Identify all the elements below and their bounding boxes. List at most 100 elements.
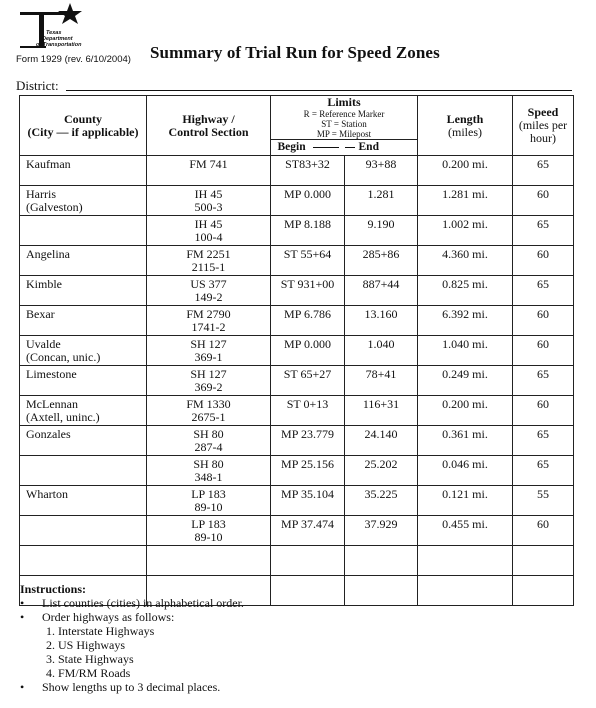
table-row: Bexar FM 2790 1741-2 MP 6.786 13.160 6.392 mi… — [19, 305, 575, 336]
highway-text: FM 2790 — [186, 307, 231, 321]
table-row: SH 80 348-1 MP 25.156 25.202 0.046 mi. 65 — [19, 455, 575, 486]
end-cell: 1.281 — [343, 185, 419, 216]
length-header-label: Length — [446, 111, 484, 126]
end-text: 24.140 — [364, 427, 398, 441]
county-header-sub: (City — if applicable) — [27, 124, 139, 139]
highway-text: SH 80 — [193, 457, 224, 471]
end-text: 9.190 — [367, 217, 395, 231]
begin-text: MP 35.104 — [281, 487, 334, 501]
begin-cell: MP 35.104 — [270, 485, 345, 516]
county-cell: Wharton — [19, 485, 147, 516]
highway-text: LP 183 — [191, 487, 226, 501]
logo-text-line: Department — [42, 36, 73, 42]
end-cell: 35.225 — [343, 485, 419, 516]
empty-cell[interactable] — [270, 575, 345, 606]
end-cell: 285+86 — [343, 245, 419, 276]
limits-header-label: Limits — [327, 95, 361, 109]
length-cell: 0.361 mi. — [417, 425, 514, 456]
speed-cell: 60 — [512, 395, 575, 426]
highway-text: 149-2 — [194, 290, 223, 304]
begin-text: MP 0.000 — [284, 187, 331, 201]
speed-text: 60 — [537, 337, 550, 351]
begin-text: MP 25.156 — [281, 457, 334, 471]
highway-text: 348-1 — [194, 470, 223, 484]
end-header-label: End — [358, 141, 379, 153]
speed-cell: 60 — [512, 515, 575, 546]
county-header-label: County — [63, 111, 102, 126]
highway-cell: IH 45 500-3 — [146, 185, 271, 216]
begin-cell: MP 37.474 — [270, 515, 345, 546]
begin-text: ST 931+00 — [280, 277, 335, 291]
county-cell: Kaufman — [19, 155, 147, 186]
speed-text: 65 — [537, 277, 550, 291]
speed-cell: 65 — [512, 275, 575, 306]
highway-text: 287-4 — [194, 440, 223, 454]
length-text: 4.360 mi. — [442, 247, 488, 261]
begin-cell: MP 25.156 — [270, 455, 345, 486]
logo-text-line: of Transportation — [36, 42, 82, 48]
speed-cell: 65 — [512, 215, 575, 246]
highway-header-sub: Control Section — [168, 124, 249, 139]
empty-cell[interactable] — [417, 575, 514, 606]
begin-text: MP 0.000 — [284, 337, 331, 351]
highway-cell: FM 2790 1741-2 — [146, 305, 271, 336]
empty-cell[interactable] — [417, 545, 514, 576]
speed-header: Speed (miles per hour) — [512, 95, 575, 156]
length-header-sub: (miles) — [448, 124, 483, 139]
county-cell: Limestone — [19, 365, 147, 396]
length-cell: 0.121 mi. — [417, 485, 514, 516]
county-cell: Gonzales — [19, 425, 147, 456]
empty-cell[interactable] — [343, 545, 419, 576]
speed-cell: 60 — [512, 245, 575, 276]
speed-cell: 65 — [512, 365, 575, 396]
speed-header-label: Speed — [527, 105, 559, 119]
county-cell: McLennan (Axtell, uninc.) — [19, 395, 147, 426]
highway-text: 369-1 — [194, 350, 223, 364]
empty-cell[interactable] — [512, 575, 575, 606]
begin-cell: ST 65+27 — [270, 365, 345, 396]
end-text: 78+41 — [365, 367, 397, 381]
end-cell: 1.040 — [343, 335, 419, 366]
speed-cell: 65 — [512, 425, 575, 456]
end-text: 35.225 — [364, 487, 398, 501]
county-text: Harris — [26, 187, 56, 201]
begin-cell: ST 0+13 — [270, 395, 345, 426]
speed-text: 65 — [537, 427, 550, 441]
highway-cell: SH 80 348-1 — [146, 455, 271, 486]
highway-text: FM 2251 — [186, 247, 231, 261]
highway-text: IH 45 — [194, 217, 223, 231]
highway-cell: SH 80 287-4 — [146, 425, 271, 456]
speed-text: 65 — [537, 217, 550, 231]
table-row: IH 45 100-4 MP 8.188 9.190 1.002 mi. 65 — [19, 215, 575, 246]
highway-header: Highway / Control Section — [146, 95, 271, 156]
empty-cell[interactable] — [343, 575, 419, 606]
empty-cell[interactable] — [270, 545, 345, 576]
length-text: 0.046 mi. — [442, 457, 488, 471]
end-cell: 116+31 — [343, 395, 419, 426]
end-cell: 93+88 — [343, 155, 419, 186]
speed-header-sub: (miles per hour) — [518, 118, 568, 145]
length-text: 0.361 mi. — [442, 427, 488, 441]
district-field[interactable] — [66, 90, 572, 91]
empty-cell[interactable] — [512, 545, 575, 576]
table-row: LP 183 89-10 MP 37.474 37.929 0.455 mi. 60 — [19, 515, 575, 546]
speed-cell: 65 — [512, 455, 575, 486]
instruction-item: List counties (cities) in alphabetical o… — [20, 596, 244, 610]
begin-text: MP 8.188 — [284, 217, 331, 231]
end-cell: 25.202 — [343, 455, 419, 486]
speed-cell: 60 — [512, 335, 575, 366]
table-row: Gonzales SH 80 287-4 MP 23.779 24.140 0.361 m… — [19, 425, 575, 456]
begin-text: ST 55+64 — [283, 247, 332, 261]
end-text: 37.929 — [364, 517, 398, 531]
empty-cell[interactable] — [19, 545, 147, 576]
highway-text: SH 127 — [190, 367, 227, 381]
begin-cell: MP 6.786 — [270, 305, 345, 336]
highway-cell: LP 183 89-10 — [146, 515, 271, 546]
county-text: Limestone — [26, 367, 77, 381]
end-text: 1.040 — [367, 337, 395, 351]
table-row: Wharton LP 183 89-10 MP 35.104 35.225 0.121 m… — [19, 485, 575, 516]
highway-order-item: 3. State Highways — [46, 652, 134, 666]
length-text: 6.392 mi. — [442, 307, 488, 321]
txdot-logo: Texas Department of Transportation — [16, 2, 86, 57]
empty-cell[interactable] — [146, 545, 271, 576]
